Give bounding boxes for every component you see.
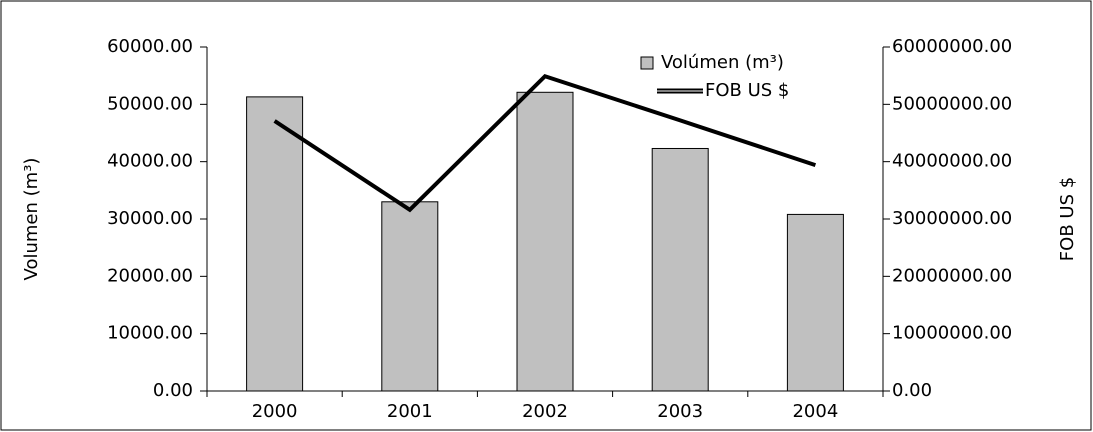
y-tick-label: 50000.00 xyxy=(107,93,193,114)
y2-tick-label: 30000000.00 xyxy=(892,208,1012,229)
y-tick-label: 40000.00 xyxy=(107,151,193,172)
x-tick-label: 2003 xyxy=(657,401,703,422)
y-tick-label: 60000.00 xyxy=(107,36,193,57)
bar xyxy=(381,201,439,392)
line xyxy=(273,73,817,213)
x-tick-label: 2002 xyxy=(522,401,568,422)
y-tick-label: 10000.00 xyxy=(107,323,193,344)
bar xyxy=(786,213,844,392)
y2-tick-label: 10000000.00 xyxy=(892,323,1012,344)
bar xyxy=(246,96,304,392)
x-tick-label: 2001 xyxy=(387,401,433,422)
y2-tick-label: 20000000.00 xyxy=(892,265,1012,286)
legend-label: Volúmen (m³) xyxy=(661,52,784,73)
y2-axis-title: FOB US $ xyxy=(1057,177,1078,261)
y2-tick-label: 50000000.00 xyxy=(892,93,1012,114)
x-tick-label: 2004 xyxy=(792,401,838,422)
y-tick-label: 30000.00 xyxy=(107,208,193,229)
x-tick-label: 2000 xyxy=(252,401,298,422)
bar xyxy=(516,91,574,392)
y-tick-label: 0.00 xyxy=(153,380,193,401)
legend-label: FOB US $ xyxy=(705,80,789,101)
bar xyxy=(651,147,709,392)
y2-tick-label: 60000000.00 xyxy=(892,36,1012,57)
legend-swatch xyxy=(640,56,654,70)
y-axis-title: Volumen (m³) xyxy=(21,158,42,281)
y2-tick-label: 40000000.00 xyxy=(892,151,1012,172)
y2-tick-label: 0.00 xyxy=(892,380,932,401)
y-tick-label: 20000.00 xyxy=(107,265,193,286)
